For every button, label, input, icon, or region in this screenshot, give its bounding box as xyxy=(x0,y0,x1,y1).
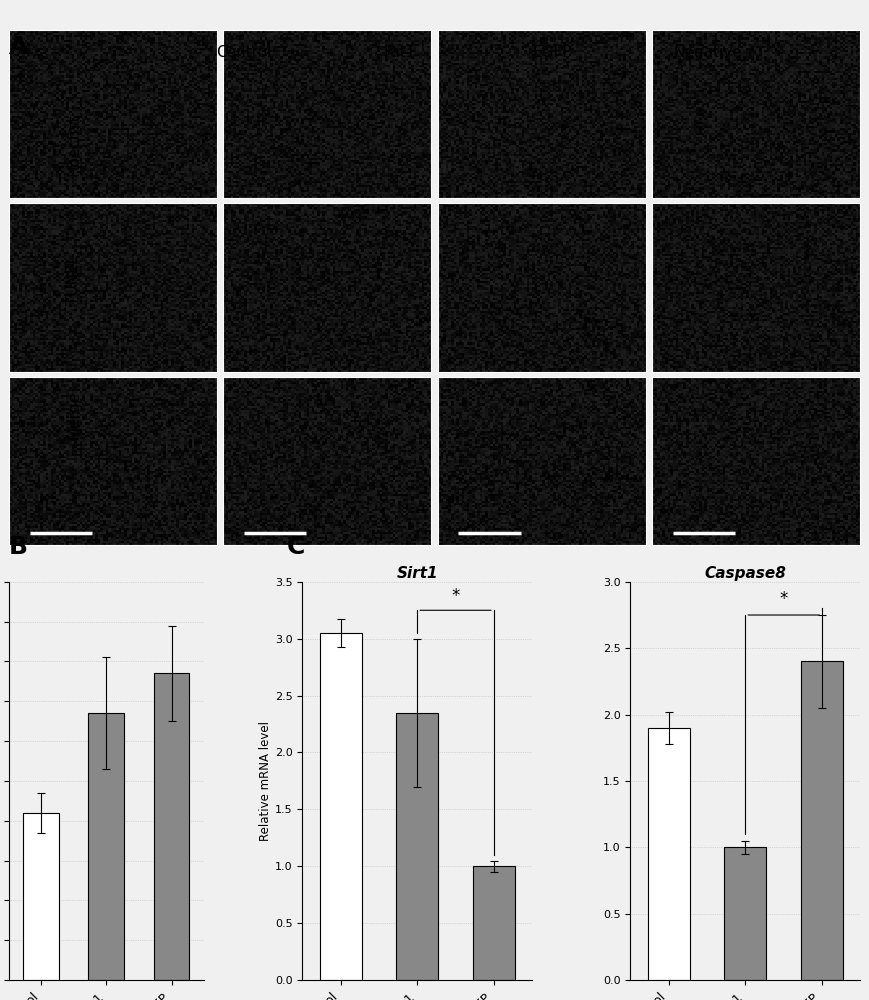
Bar xyxy=(724,847,766,980)
Bar xyxy=(320,633,362,980)
Bar xyxy=(396,713,438,980)
Text: *: * xyxy=(779,590,788,608)
Title: Caspase8: Caspase8 xyxy=(705,566,786,581)
Y-axis label: Relative mRNA level: Relative mRNA level xyxy=(259,721,272,841)
Text: Control: Control xyxy=(216,45,271,60)
Text: C: C xyxy=(287,535,305,559)
Text: A: A xyxy=(9,35,28,59)
Text: Merge: Merge xyxy=(66,391,82,439)
Bar xyxy=(647,728,690,980)
Bar xyxy=(154,673,189,980)
Title: Sirt1: Sirt1 xyxy=(396,566,438,581)
Bar xyxy=(23,813,59,980)
Text: Negative: Negative xyxy=(673,45,743,60)
Text: B: B xyxy=(9,535,28,559)
Text: Hoechst: Hoechst xyxy=(66,114,82,176)
Bar xyxy=(801,661,843,980)
Text: TUNEL: TUNEL xyxy=(66,255,82,305)
Text: *: * xyxy=(451,587,460,605)
Bar xyxy=(473,866,515,980)
Text: EGFP: EGFP xyxy=(532,45,572,60)
Text: Fat1: Fat1 xyxy=(383,45,416,60)
Bar xyxy=(89,713,124,980)
